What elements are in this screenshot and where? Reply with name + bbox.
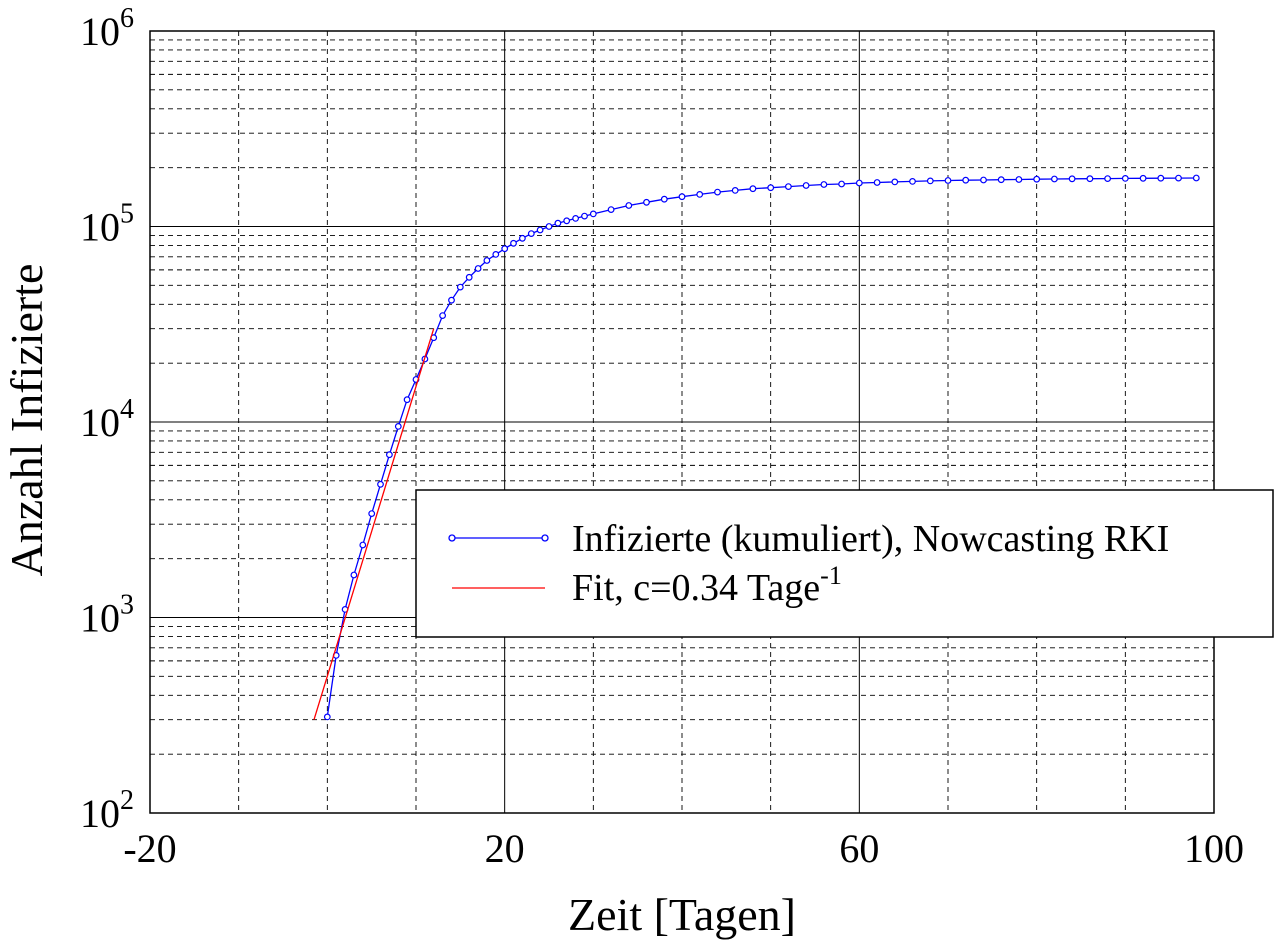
data-point (660, 195, 668, 203)
data-point (563, 217, 571, 225)
plot-frame (149, 30, 1215, 814)
data-point (1086, 175, 1094, 183)
data-point (1068, 175, 1076, 183)
data-point (1104, 175, 1111, 183)
y-tick-label-exponent: 6 (120, 3, 134, 34)
data-point (474, 265, 482, 272)
legend-label-fit-superscript: -1 (820, 561, 842, 590)
data-point (359, 541, 367, 549)
legend: Infizierte (kumuliert), Nowcasting RKI F… (415, 489, 1274, 638)
data-point (997, 176, 1005, 184)
y-tick-label-base: 10 (80, 9, 120, 54)
data-point (1050, 175, 1058, 183)
y-tick-label-exponent: 4 (120, 394, 134, 425)
y-tick-label: 104 (80, 394, 134, 445)
data-point (785, 183, 792, 191)
data-point (838, 180, 845, 188)
y-axis-label: Anzahl Infizierte (1, 264, 52, 577)
data-point (909, 177, 916, 185)
data-point (767, 184, 775, 192)
data-point (510, 239, 517, 247)
data-point (386, 451, 393, 459)
data-point (802, 182, 810, 189)
data-point (394, 423, 402, 430)
y-tick-label-exponent: 3 (120, 590, 134, 621)
legend-label-infizierte: Infizierte (kumuliert), Nowcasting RKI (572, 518, 1169, 560)
data-point (350, 571, 358, 579)
data-point (589, 210, 597, 218)
data-point (323, 713, 331, 721)
data-point (962, 176, 970, 184)
data-point (820, 181, 828, 188)
data-point (1139, 174, 1147, 182)
x-tick-label: 100 (1184, 826, 1244, 871)
y-tick-label: 105 (80, 199, 134, 250)
data-point (607, 206, 615, 214)
data-point (554, 219, 562, 227)
data-point (536, 226, 544, 234)
data-point (519, 234, 526, 242)
data-point (527, 230, 535, 238)
data-point (403, 396, 411, 404)
y-tick-label-base: 10 (80, 205, 120, 250)
y-tick-label-base: 10 (80, 791, 120, 836)
series-layer (313, 174, 1200, 721)
data-point (625, 202, 633, 209)
x-tick-label: 20 (485, 826, 525, 871)
data-point (501, 245, 509, 253)
data-point (545, 223, 553, 230)
data-point (749, 185, 757, 193)
y-tick-label-exponent: 5 (120, 199, 134, 230)
y-tick-label: 102 (80, 785, 134, 836)
data-point (944, 177, 952, 184)
data-point (368, 510, 376, 517)
data-point (714, 188, 721, 196)
data-point (980, 176, 987, 184)
series-fit-line (313, 328, 435, 720)
data-point (1175, 174, 1182, 182)
data-point (492, 250, 500, 258)
data-point (483, 257, 491, 264)
data-point (643, 198, 650, 206)
x-tick-label: 60 (839, 826, 879, 871)
legend-marker-infizierte-right (541, 534, 549, 542)
data-point (439, 312, 447, 320)
data-point (456, 283, 464, 291)
data-point (581, 212, 588, 220)
legend-box (415, 489, 1274, 638)
legend-label-fit-text: Fit, c=0.34 Tage (572, 567, 820, 609)
x-tick-label: -20 (123, 826, 176, 871)
legend-marker-infizierte-left (448, 534, 456, 542)
y-tick-label-base: 10 (80, 400, 120, 445)
data-point (873, 179, 881, 186)
y-tick-label-exponent: 2 (120, 785, 134, 816)
x-axis-label: Zeit [Tagen] (568, 889, 796, 940)
y-tick-label: 103 (80, 590, 134, 641)
data-point (891, 178, 899, 186)
data-point (1015, 176, 1023, 183)
data-point (696, 190, 704, 198)
data-point (465, 273, 473, 281)
data-point (1157, 174, 1165, 182)
y-tick-label-base: 10 (80, 596, 120, 641)
y-tick-label: 106 (80, 3, 134, 54)
data-point (926, 177, 934, 185)
legend-label-fit: Fit, c=0.34 Tage-1 (572, 561, 842, 609)
data-point (678, 193, 686, 201)
data-point (1033, 175, 1041, 183)
data-point (1192, 174, 1200, 182)
data-point (1121, 174, 1129, 182)
data-point (377, 480, 384, 488)
data-point (448, 296, 455, 304)
data-point (731, 186, 739, 194)
data-point (572, 214, 579, 222)
grid (150, 31, 1214, 813)
data-point (855, 179, 863, 187)
